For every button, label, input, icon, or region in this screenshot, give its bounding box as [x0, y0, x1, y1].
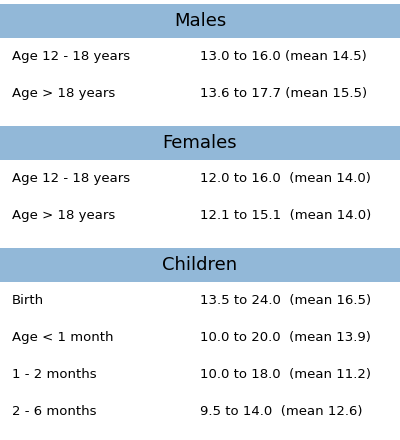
Text: 2 - 6 months: 2 - 6 months	[12, 405, 96, 418]
Text: Males: Males	[174, 12, 226, 30]
Text: 1 - 2 months: 1 - 2 months	[12, 368, 97, 381]
Text: Birth: Birth	[12, 294, 44, 307]
Text: Age > 18 years: Age > 18 years	[12, 209, 115, 222]
Text: 10.0 to 20.0  (mean 13.9): 10.0 to 20.0 (mean 13.9)	[200, 331, 371, 344]
Text: Age 12 - 18 years: Age 12 - 18 years	[12, 172, 130, 185]
Text: Age 12 - 18 years: Age 12 - 18 years	[12, 50, 130, 63]
Text: 13.0 to 16.0 (mean 14.5): 13.0 to 16.0 (mean 14.5)	[200, 50, 367, 63]
Text: 13.5 to 24.0  (mean 16.5): 13.5 to 24.0 (mean 16.5)	[200, 294, 371, 307]
Text: Females: Females	[163, 134, 237, 152]
Text: 9.5 to 14.0  (mean 12.6): 9.5 to 14.0 (mean 12.6)	[200, 405, 362, 418]
FancyBboxPatch shape	[0, 126, 400, 160]
Text: 10.0 to 18.0  (mean 11.2): 10.0 to 18.0 (mean 11.2)	[200, 368, 371, 381]
Text: Age < 1 month: Age < 1 month	[12, 331, 114, 344]
Text: 13.6 to 17.7 (mean 15.5): 13.6 to 17.7 (mean 15.5)	[200, 87, 367, 100]
Text: Age > 18 years: Age > 18 years	[12, 87, 115, 100]
Text: 12.1 to 15.1  (mean 14.0): 12.1 to 15.1 (mean 14.0)	[200, 209, 371, 222]
Text: Children: Children	[162, 256, 238, 274]
FancyBboxPatch shape	[0, 248, 400, 282]
FancyBboxPatch shape	[0, 4, 400, 38]
Text: 12.0 to 16.0  (mean 14.0): 12.0 to 16.0 (mean 14.0)	[200, 172, 371, 185]
